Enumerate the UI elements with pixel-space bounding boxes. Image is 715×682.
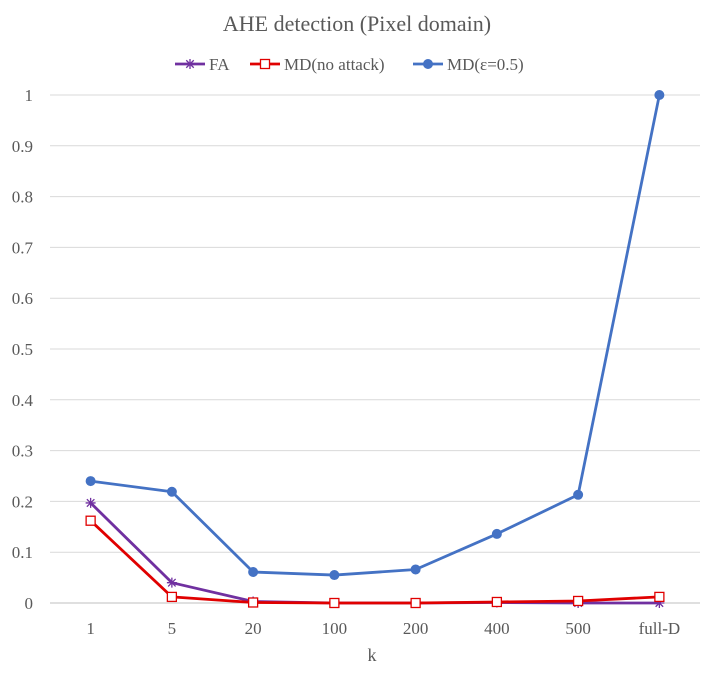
data-point	[573, 489, 584, 500]
series-2	[85, 90, 665, 581]
data-point	[572, 595, 584, 607]
legend-label: MD(no attack)	[284, 55, 385, 74]
legend-item: MD(ε=0.5)	[413, 55, 524, 74]
series-line	[89, 519, 660, 605]
data-point	[85, 497, 96, 508]
x-tick-label: 5	[168, 619, 177, 638]
legend-marker	[259, 58, 271, 70]
data-point	[85, 476, 96, 487]
data-point	[248, 567, 259, 578]
data-point	[654, 90, 665, 100]
legend-label: MD(ε=0.5)	[447, 55, 524, 74]
x-tick-label: 500	[565, 619, 591, 638]
x-tick-label: 400	[484, 619, 510, 638]
data-point	[166, 486, 177, 497]
y-tick-label: 1	[25, 86, 34, 105]
data-point	[410, 564, 421, 575]
data-point	[410, 597, 421, 609]
x-tick-label: 1	[86, 619, 95, 638]
x-tick-label: 100	[322, 619, 348, 638]
x-tick-label: full-D	[639, 619, 681, 638]
y-tick-label: 0.8	[12, 188, 33, 207]
legend-marker	[423, 59, 433, 69]
data-point	[654, 598, 665, 608]
chart-title: AHE detection (Pixel domain)	[223, 11, 491, 36]
legend-label: FA	[209, 55, 230, 74]
y-tick-label: 0.2	[12, 492, 33, 511]
data-point	[166, 577, 177, 588]
y-tick-label: 0.7	[12, 238, 34, 257]
gridlines	[50, 94, 700, 604]
x-axis-label: k	[368, 645, 377, 665]
legend-item: MD(no attack)	[250, 55, 385, 74]
data-point	[247, 597, 259, 608]
series-layer	[85, 90, 665, 609]
x-tick-label: 200	[403, 619, 429, 638]
data-point	[329, 570, 340, 581]
x-tick-label: 20	[245, 619, 262, 638]
data-point	[329, 597, 340, 609]
series-line	[90, 94, 661, 577]
legend: FA MD(no attack) MD(ε=0.5)	[175, 55, 524, 74]
data-point	[491, 528, 502, 539]
data-point	[654, 591, 665, 603]
legend-item: FA	[175, 55, 230, 74]
y-tick-label: 0.5	[12, 340, 33, 359]
y-tick-label: 0.6	[12, 289, 33, 308]
series-1	[85, 515, 665, 609]
y-axis-tick-labels: 0 0.1 0.2 0.3 0.4 0.5 0.6 0.7 0.8 0.9 1	[12, 86, 34, 613]
y-tick-label: 0	[25, 594, 34, 613]
legend-marker	[185, 59, 195, 69]
y-tick-label: 0.9	[12, 137, 33, 156]
y-tick-label: 0.4	[12, 391, 34, 410]
x-axis-tick-labels: 1 5 20 100 200 400 500 full-D	[86, 619, 680, 638]
data-point	[166, 591, 178, 603]
y-tick-label: 0.3	[12, 442, 33, 461]
y-tick-label: 0.1	[12, 543, 33, 562]
data-point	[85, 515, 96, 526]
data-point	[491, 596, 503, 608]
